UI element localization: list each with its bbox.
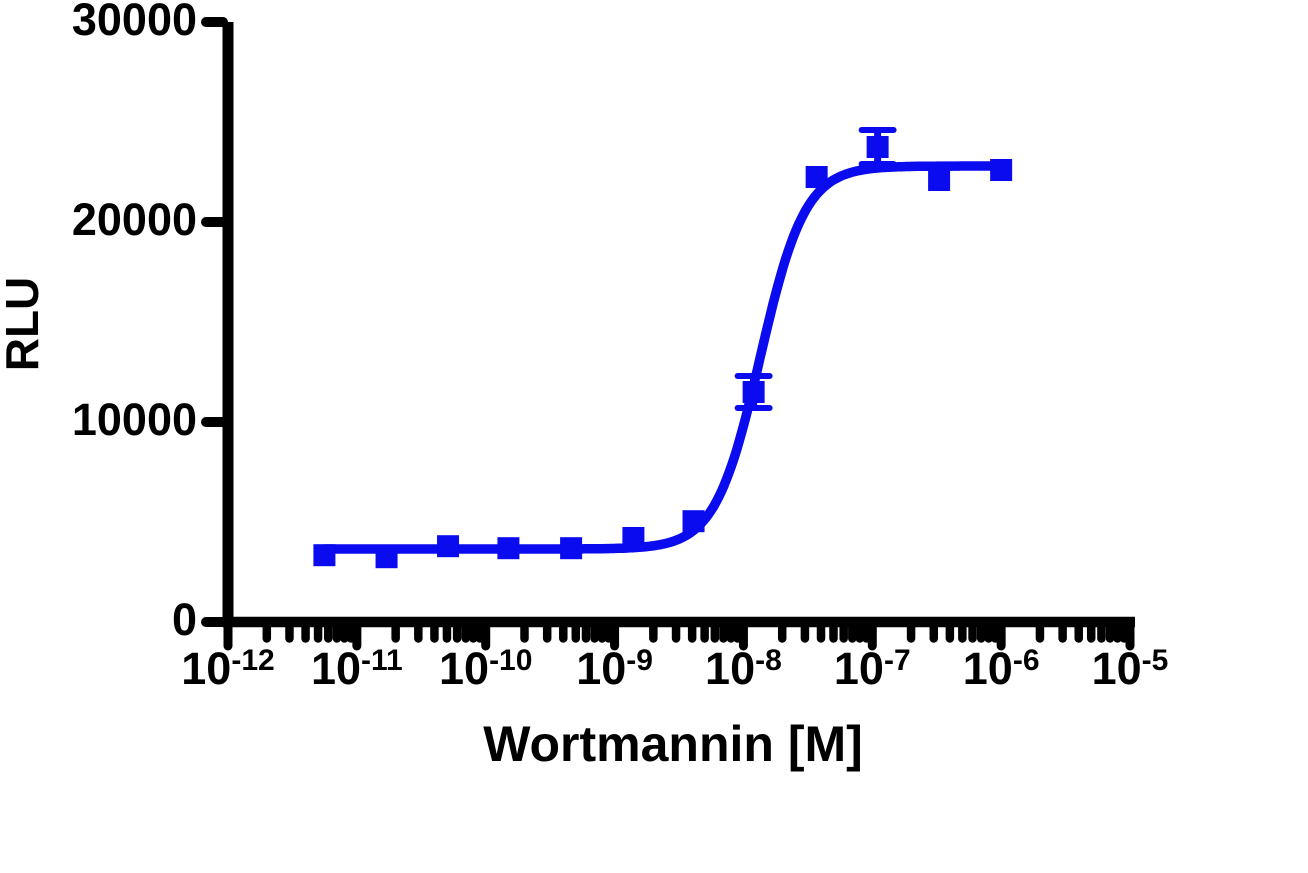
x-tick-label: 10-8 — [705, 643, 782, 694]
tick-label-layer: 0 10000 20000 30000 10-12 10-11 10-10 10-9 10-8 1… — [72, 0, 1169, 694]
y-tick-label: 20000 — [72, 194, 197, 245]
series-layer — [313, 127, 1013, 569]
data-point — [682, 510, 705, 533]
fit-curve — [319, 161, 1005, 554]
data-point — [560, 537, 583, 560]
y-tick-label: 0 — [172, 594, 197, 645]
data-point — [313, 544, 336, 567]
x-tick-label: 10-12 — [181, 643, 274, 694]
data-point — [990, 159, 1013, 181]
x-tick-label: 10-7 — [834, 643, 911, 694]
data-point — [928, 169, 951, 191]
data-point — [622, 527, 645, 549]
data-point — [742, 381, 765, 403]
data-point — [866, 136, 889, 158]
y-tick-label: 10000 — [72, 394, 197, 445]
x-axis-title: Wortmannin [M] — [483, 716, 863, 772]
x-tick-label: 10-6 — [963, 643, 1040, 694]
x-tick-label: 10-9 — [576, 643, 653, 694]
data-point — [805, 166, 828, 188]
y-axis-title: RLU — [0, 277, 48, 372]
y-tick-label: 30000 — [72, 0, 197, 45]
x-tick-label: 10-5 — [1092, 643, 1169, 694]
data-point — [437, 535, 460, 558]
axes-layer — [201, 17, 1135, 651]
x-tick-label: 10-10 — [439, 643, 532, 694]
data-point — [375, 546, 398, 569]
data-point — [497, 537, 520, 560]
x-tick-label: 10-11 — [311, 643, 403, 694]
